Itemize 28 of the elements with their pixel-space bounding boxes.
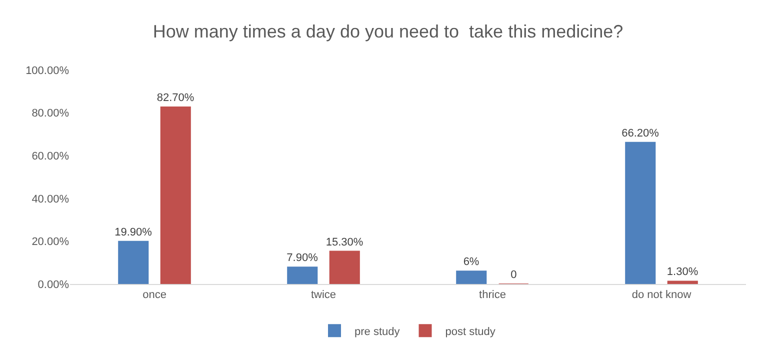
x-tick-label: do not know	[632, 289, 692, 302]
bar	[667, 280, 698, 284]
x-tick-label: once	[142, 289, 166, 302]
data-label: 19.90%	[114, 226, 152, 238]
bar	[456, 270, 487, 284]
x-tick-label: twice	[310, 289, 336, 302]
data-label: 0	[510, 269, 517, 281]
bar	[160, 106, 191, 284]
y-tick-label: 40.00%	[32, 193, 70, 206]
data-label: 82.70%	[156, 92, 194, 104]
data-label: 15.30%	[326, 236, 364, 248]
chart-title: How many times a day do you need to take this medicine?	[152, 22, 624, 42]
data-label: 1.30%	[666, 266, 698, 278]
y-tick-label: 60.00%	[32, 150, 70, 162]
x-tick-label: thrice	[479, 289, 506, 302]
legend-label: pre study	[354, 326, 400, 338]
data-label: 66.20%	[622, 127, 660, 140]
data-label: 6%	[463, 256, 480, 268]
data-label: 7.90%	[286, 252, 318, 264]
y-tick-label: 0.00%	[38, 278, 70, 291]
bar	[287, 266, 318, 284]
legend-label: post study	[445, 326, 496, 338]
bar	[625, 142, 656, 284]
y-tick-label: 100.00%	[26, 64, 70, 77]
bar	[329, 250, 360, 284]
y-tick-label: 20.00%	[32, 236, 70, 248]
y-tick-label: 80.00%	[32, 108, 70, 120]
bar	[118, 240, 149, 284]
